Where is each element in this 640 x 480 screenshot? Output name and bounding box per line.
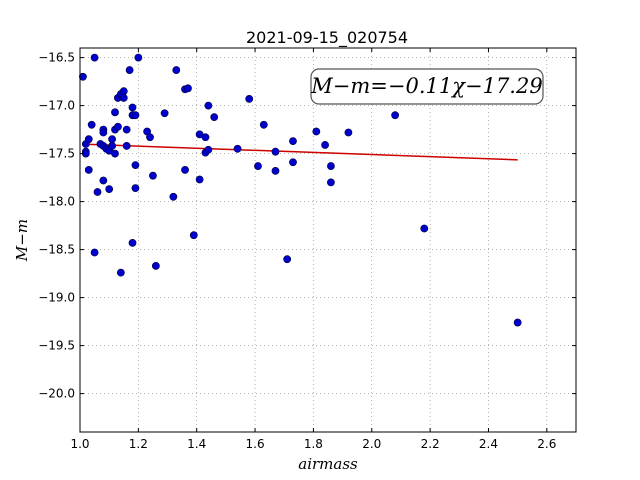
- data-point: [420, 224, 429, 233]
- y-tick-label: −20.0: [38, 387, 75, 401]
- data-point: [119, 87, 128, 96]
- data-point: [131, 184, 140, 193]
- y-tick-label: −17.0: [38, 99, 75, 113]
- x-tick-label: 1.4: [187, 437, 206, 451]
- data-point: [122, 142, 131, 150]
- data-point: [84, 135, 93, 144]
- data-point: [169, 192, 178, 201]
- x-tick-label: 2.2: [421, 437, 440, 451]
- data-point: [204, 145, 213, 154]
- data-point: [131, 111, 140, 120]
- data-point: [146, 133, 154, 142]
- data-points: [79, 53, 522, 327]
- data-point: [151, 262, 160, 270]
- data-point: [93, 188, 102, 196]
- x-axis-label: airmass: [298, 455, 358, 473]
- data-point: [122, 125, 131, 134]
- data-point: [184, 84, 192, 93]
- y-tick-label: −19.0: [38, 291, 75, 305]
- x-tick-label: 1.8: [304, 437, 323, 451]
- y-tick-label: −18.0: [38, 195, 75, 209]
- data-point: [160, 109, 169, 118]
- data-point: [128, 103, 137, 112]
- data-point: [259, 120, 268, 129]
- data-point: [111, 108, 119, 117]
- chart-title: 2021-09-15_020754: [246, 28, 408, 48]
- y-tick-label: −16.5: [38, 51, 75, 65]
- data-point: [513, 318, 522, 327]
- data-point: [289, 137, 297, 146]
- data-point: [201, 133, 210, 142]
- data-point: [125, 66, 134, 74]
- fit-equation-box: M−m=−0.11χ−17.29: [310, 68, 544, 105]
- data-point: [181, 166, 189, 174]
- data-point: [108, 142, 116, 150]
- fit-line: [85, 143, 518, 161]
- fit-line-layer: [85, 143, 518, 161]
- data-point: [321, 141, 329, 149]
- data-point: [271, 147, 280, 156]
- data-point: [87, 120, 96, 129]
- data-point: [312, 127, 321, 136]
- data-point: [189, 231, 198, 240]
- y-tick-label: −18.5: [38, 243, 75, 257]
- data-point: [195, 175, 204, 184]
- data-point: [79, 72, 87, 81]
- data-point: [134, 53, 143, 62]
- x-tick-label: 2.4: [479, 437, 498, 451]
- data-point: [271, 166, 280, 175]
- data-point: [254, 162, 262, 170]
- data-point: [90, 53, 99, 62]
- y-tick-label: −17.5: [38, 147, 75, 161]
- y-tick-labels: −16.5 −17.0 −17.5 −18.0 −18.5 −19.0 −19.5 −20.0: [38, 51, 75, 401]
- data-point: [233, 144, 242, 153]
- x-tick-label: 1.2: [129, 437, 148, 451]
- data-point: [283, 255, 292, 264]
- plot-frame: [79, 47, 577, 433]
- x-tick-label: 2.0: [362, 437, 381, 451]
- fit-equation: M−m=−0.11χ−17.29: [310, 74, 542, 98]
- data-point: [391, 111, 400, 120]
- data-point: [149, 171, 157, 180]
- data-point: [99, 128, 108, 137]
- y-axis-label: M−m: [13, 219, 31, 262]
- data-point: [327, 178, 335, 187]
- data-point: [210, 113, 219, 122]
- x-tick-label: 1.6: [246, 437, 265, 451]
- data-point: [245, 94, 254, 103]
- data-point: [111, 149, 119, 158]
- data-point: [344, 128, 353, 137]
- data-point: [105, 185, 114, 194]
- data-point: [116, 268, 125, 277]
- data-point: [128, 238, 137, 247]
- data-point: [84, 166, 93, 174]
- data-point: [99, 176, 108, 185]
- grid: [79, 48, 576, 432]
- data-point: [204, 101, 213, 110]
- data-point: [119, 94, 128, 102]
- y-tick-label: −19.5: [38, 339, 75, 353]
- x-tick-labels: 1.0 1.2 1.4 1.6 1.8 2.0 2.2 2.4 2.6: [70, 437, 556, 451]
- data-point: [114, 122, 122, 131]
- data-point: [108, 135, 116, 144]
- data-point: [327, 162, 335, 170]
- data-point: [131, 161, 140, 170]
- x-tick-label: 2.6: [537, 437, 556, 451]
- axis-ticks: [79, 48, 576, 432]
- data-point: [289, 158, 297, 167]
- x-tick-label: 1.0: [70, 437, 89, 451]
- data-point: [90, 248, 99, 257]
- data-point: [172, 66, 181, 74]
